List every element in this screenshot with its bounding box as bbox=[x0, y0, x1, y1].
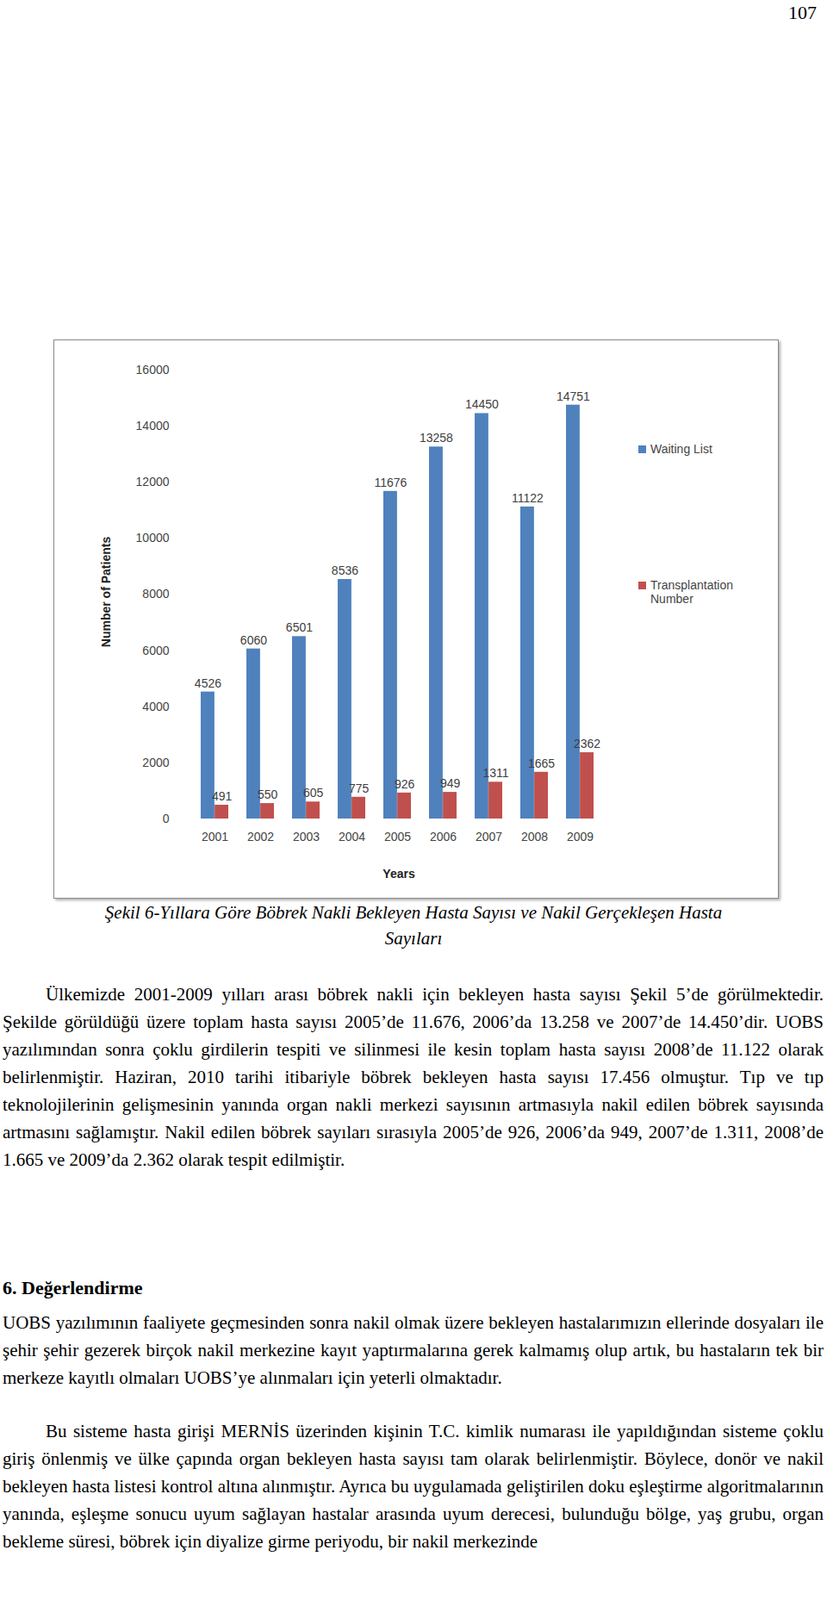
html-text:Ülkemizde 2001-2009 yılları ar: Ülkemizde 2001-2009 yılları arası böbrek… bbox=[2, 983, 824, 1170]
html-text:Şekil 6-Yıllara Göre Böbrek Na: Şekil 6-Yıllara Göre Böbrek Nakli Bekley… bbox=[104, 901, 723, 949]
svg-text:2000: 2000 bbox=[142, 755, 169, 770]
svg-text:4526: 4526 bbox=[194, 676, 222, 691]
svg-text:6501: 6501 bbox=[286, 620, 313, 635]
svg-text:13258: 13258 bbox=[419, 430, 454, 445]
svg-text:6000: 6000 bbox=[142, 643, 169, 658]
svg-text:2007: 2007 bbox=[475, 829, 503, 844]
html-text:Transplantation Number: Transplantation Number bbox=[650, 578, 734, 606]
svg-text:4000: 4000 bbox=[142, 699, 169, 714]
svg-text:12000: 12000 bbox=[136, 474, 170, 489]
svg-text:0: 0 bbox=[162, 811, 170, 826]
svg-text:949: 949 bbox=[440, 776, 461, 790]
svg-text:14751: 14751 bbox=[556, 389, 591, 404]
svg-text:14000: 14000 bbox=[136, 418, 170, 433]
html-text:Number of Patients: Number of Patients bbox=[99, 536, 113, 648]
svg-text:8000: 8000 bbox=[142, 586, 169, 601]
svg-text:775: 775 bbox=[348, 781, 370, 796]
svg-text:2001: 2001 bbox=[201, 829, 229, 844]
html-text:UOBS yazılımının faaliyete geç: UOBS yazılımının faaliyete geçmesinden s… bbox=[2, 1312, 824, 1388]
svg-text:2004: 2004 bbox=[338, 829, 366, 844]
html-text:6. Değerlendirme: 6. Değerlendirme bbox=[2, 1276, 143, 1299]
svg-text:8536: 8536 bbox=[331, 563, 359, 578]
svg-text:2003: 2003 bbox=[292, 829, 320, 844]
svg-text:14450: 14450 bbox=[465, 397, 499, 411]
svg-text:16000: 16000 bbox=[136, 362, 170, 377]
svg-text:2006: 2006 bbox=[429, 829, 457, 844]
svg-text:10000: 10000 bbox=[136, 530, 170, 545]
svg-text:2362: 2362 bbox=[573, 736, 601, 751]
svg-text:2008: 2008 bbox=[521, 829, 548, 844]
svg-text:926: 926 bbox=[394, 777, 416, 791]
svg-text:2009: 2009 bbox=[566, 829, 594, 844]
html-text:Waiting List: Waiting List bbox=[650, 441, 713, 456]
svg-text:2005: 2005 bbox=[384, 829, 411, 844]
svg-text:2002: 2002 bbox=[247, 829, 274, 844]
html-text:Years: Years bbox=[382, 866, 415, 881]
svg-text:605: 605 bbox=[303, 785, 324, 800]
html-text:Bu sisteme hasta girişi MERNİS: Bu sisteme hasta girişi MERNİS üzerinden… bbox=[2, 1420, 824, 1552]
svg-text:1665: 1665 bbox=[528, 756, 555, 771]
svg-text:491: 491 bbox=[211, 789, 233, 803]
svg-text:11122: 11122 bbox=[511, 491, 544, 505]
svg-text:550: 550 bbox=[257, 787, 279, 802]
html-text:107: 107 bbox=[788, 1, 817, 24]
svg-text:1311: 1311 bbox=[483, 765, 510, 780]
svg-text:6060: 6060 bbox=[240, 633, 268, 647]
svg-text:11676: 11676 bbox=[373, 475, 407, 490]
